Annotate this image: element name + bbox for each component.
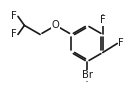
Text: F: F xyxy=(100,15,106,25)
Text: F: F xyxy=(118,38,124,48)
Text: Br: Br xyxy=(82,70,93,80)
Text: F: F xyxy=(11,11,17,21)
Text: O: O xyxy=(52,20,60,30)
Text: F: F xyxy=(11,29,17,39)
